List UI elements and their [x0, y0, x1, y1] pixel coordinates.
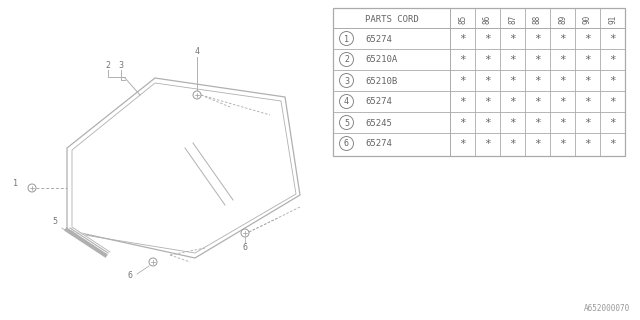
Text: *: * [584, 118, 591, 128]
Text: 6: 6 [243, 244, 248, 252]
Text: *: * [509, 139, 516, 149]
Text: *: * [534, 118, 541, 128]
Text: PARTS CORD: PARTS CORD [365, 14, 419, 23]
Text: *: * [559, 55, 566, 65]
Text: *: * [584, 139, 591, 149]
Text: *: * [509, 34, 516, 44]
Text: *: * [484, 55, 491, 65]
Text: A652000070: A652000070 [584, 304, 630, 313]
Text: 87: 87 [508, 14, 517, 24]
Text: *: * [559, 139, 566, 149]
Text: 91: 91 [608, 14, 617, 24]
Text: 1: 1 [344, 35, 349, 44]
Text: 90: 90 [583, 14, 592, 24]
Text: 65210B: 65210B [365, 76, 397, 85]
Text: 2: 2 [344, 55, 349, 65]
Text: *: * [609, 97, 616, 107]
Text: 4: 4 [344, 98, 349, 107]
Text: *: * [534, 34, 541, 44]
Text: *: * [484, 118, 491, 128]
Circle shape [241, 229, 249, 237]
Text: *: * [534, 97, 541, 107]
Text: 6: 6 [127, 270, 132, 279]
Circle shape [28, 184, 36, 192]
Text: *: * [509, 118, 516, 128]
Text: *: * [484, 139, 491, 149]
Text: *: * [609, 118, 616, 128]
Text: *: * [559, 97, 566, 107]
Text: *: * [559, 118, 566, 128]
Text: *: * [484, 76, 491, 86]
Text: *: * [584, 76, 591, 86]
Text: *: * [459, 76, 466, 86]
Text: 2: 2 [106, 61, 111, 70]
Text: 88: 88 [533, 14, 542, 24]
Text: *: * [609, 55, 616, 65]
Text: *: * [534, 139, 541, 149]
Text: *: * [584, 34, 591, 44]
Text: 65274: 65274 [365, 98, 392, 107]
Circle shape [193, 91, 201, 99]
Text: *: * [609, 139, 616, 149]
Text: *: * [459, 118, 466, 128]
Text: 85: 85 [458, 14, 467, 24]
Circle shape [149, 258, 157, 266]
Text: *: * [509, 97, 516, 107]
Text: *: * [484, 34, 491, 44]
Text: 3: 3 [344, 76, 349, 85]
Bar [333, 8, 625, 156]
Text: *: * [584, 97, 591, 107]
Text: 65274: 65274 [365, 35, 392, 44]
Text: *: * [459, 34, 466, 44]
Text: 5: 5 [344, 118, 349, 127]
Text: *: * [534, 76, 541, 86]
Text: 89: 89 [558, 14, 567, 24]
Text: *: * [459, 97, 466, 107]
Text: *: * [559, 76, 566, 86]
Text: *: * [484, 97, 491, 107]
Text: *: * [509, 55, 516, 65]
Text: 3: 3 [118, 61, 124, 70]
Text: *: * [609, 76, 616, 86]
Text: *: * [459, 55, 466, 65]
Text: 65210A: 65210A [365, 55, 397, 65]
Text: 4: 4 [195, 47, 200, 57]
Text: 65274: 65274 [365, 140, 392, 148]
Text: 65245: 65245 [365, 118, 392, 127]
Text: 5: 5 [52, 218, 58, 227]
Text: *: * [509, 76, 516, 86]
Text: *: * [559, 34, 566, 44]
Text: *: * [534, 55, 541, 65]
Text: *: * [459, 139, 466, 149]
Text: *: * [584, 55, 591, 65]
Text: 86: 86 [483, 14, 492, 24]
Text: 1: 1 [13, 179, 17, 188]
Text: *: * [609, 34, 616, 44]
Text: 6: 6 [344, 140, 349, 148]
